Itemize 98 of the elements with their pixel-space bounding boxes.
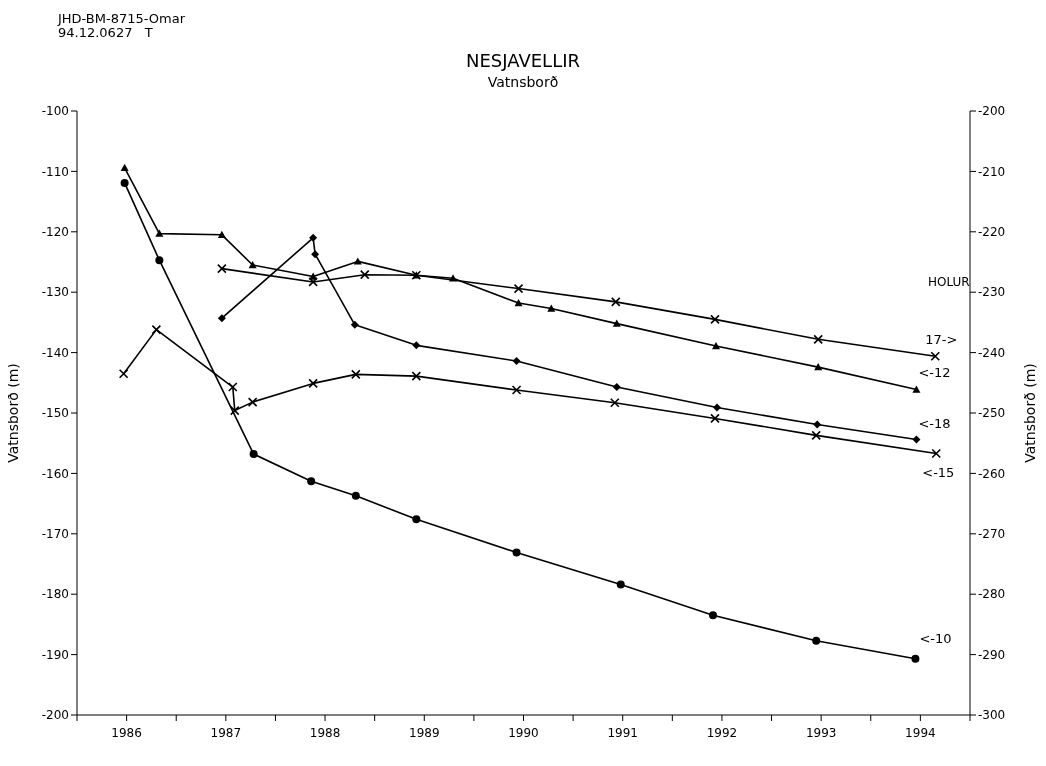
text: JHD-BM-8715-Omar — [58, 11, 186, 26]
point — [512, 357, 521, 366]
series-label: <-12 — [918, 365, 951, 381]
point — [309, 272, 318, 280]
point — [307, 477, 316, 486]
point — [118, 368, 129, 379]
point — [412, 515, 421, 524]
y-tick-label: -120 — [41, 225, 69, 240]
x-tick-label: 1986 — [111, 726, 142, 740]
point — [931, 448, 942, 459]
x-tick-label: 1992 — [706, 726, 738, 740]
y2-tick-label: -220 — [978, 225, 1006, 240]
y-tick-label: -100 — [41, 104, 69, 119]
point — [351, 369, 361, 380]
y-tick-label: -170 — [41, 527, 69, 542]
y2-tick-label: -260 — [978, 466, 1006, 481]
y2-tick-label: -270 — [978, 527, 1006, 542]
y-tick-label: -180 — [41, 587, 69, 602]
point — [514, 299, 523, 307]
x-tick-label: 1990 — [508, 726, 539, 740]
point — [513, 283, 524, 294]
point — [930, 351, 941, 362]
point — [350, 320, 359, 329]
point — [229, 405, 240, 416]
y-axis-title: Vatnsborð (m) — [4, 363, 21, 463]
point — [309, 233, 318, 242]
x-tick-label: 1993 — [805, 726, 837, 740]
point — [610, 297, 621, 307]
series-label: <-10 — [919, 630, 952, 646]
point — [217, 314, 226, 323]
point — [813, 420, 822, 429]
point — [709, 611, 718, 620]
point — [217, 263, 227, 274]
annotation: HOLUR — [928, 275, 970, 289]
point — [411, 371, 422, 381]
point — [609, 397, 620, 408]
point — [512, 548, 521, 557]
point — [217, 230, 226, 239]
point — [120, 163, 129, 171]
point — [308, 378, 318, 389]
series-label: <-15 — [922, 465, 955, 481]
chart-title: NESJAVELLIR — [465, 50, 581, 71]
y2-axis-title: Vatnsborð (m) — [1021, 363, 1038, 463]
y2-tick-label: -210 — [978, 164, 1006, 179]
y-tick-label: -140 — [41, 345, 69, 360]
point — [547, 304, 556, 312]
point — [248, 261, 257, 269]
series-label: 17-> — [925, 332, 958, 348]
point — [227, 382, 238, 392]
point — [814, 363, 823, 371]
y2-tick-label: -280 — [978, 587, 1006, 602]
point — [612, 319, 621, 327]
y-tick-label: -160 — [41, 466, 69, 481]
y2-tick-label: -230 — [978, 285, 1006, 300]
point — [511, 385, 522, 395]
point — [247, 397, 258, 407]
point — [711, 341, 720, 350]
point — [449, 274, 458, 282]
y-tick-label: -200 — [41, 708, 69, 723]
point — [351, 491, 360, 500]
point — [311, 250, 320, 259]
point — [812, 636, 821, 645]
point — [155, 256, 164, 265]
x-tick-label: 1991 — [607, 726, 638, 740]
point — [151, 324, 162, 335]
x-tick-label: 1989 — [409, 726, 440, 740]
point — [155, 229, 164, 237]
y-tick-label: -150 — [41, 406, 69, 421]
chart-subtitle: Vatnsborð — [486, 74, 560, 90]
text: 94.12.0627 T — [58, 25, 153, 40]
point — [912, 435, 921, 444]
point — [412, 341, 421, 350]
point — [612, 383, 621, 392]
y-tick-label: -130 — [41, 285, 69, 300]
y2-tick-label: -240 — [978, 345, 1006, 360]
point — [813, 334, 823, 345]
point — [359, 269, 370, 280]
x-tick-label: 1994 — [905, 726, 936, 740]
point — [710, 314, 720, 325]
point — [811, 430, 822, 441]
y2-tick-label: -250 — [978, 406, 1006, 421]
x-tick-label: 1987 — [210, 726, 242, 740]
point — [120, 178, 129, 187]
point — [710, 413, 720, 424]
y2-tick-label: -290 — [978, 647, 1006, 662]
point — [712, 403, 721, 412]
point — [249, 450, 258, 459]
point — [616, 580, 625, 589]
x-tick-label: 1988 — [309, 726, 341, 740]
point — [911, 654, 920, 663]
y-tick-label: -110 — [41, 164, 69, 179]
y2-tick-label: -200 — [978, 104, 1006, 119]
point — [912, 385, 921, 393]
point — [308, 277, 318, 287]
y-tick-label: -190 — [41, 647, 69, 662]
point — [353, 257, 362, 265]
y2-tick-label: -300 — [978, 708, 1006, 723]
series-label: <-18 — [918, 415, 951, 431]
